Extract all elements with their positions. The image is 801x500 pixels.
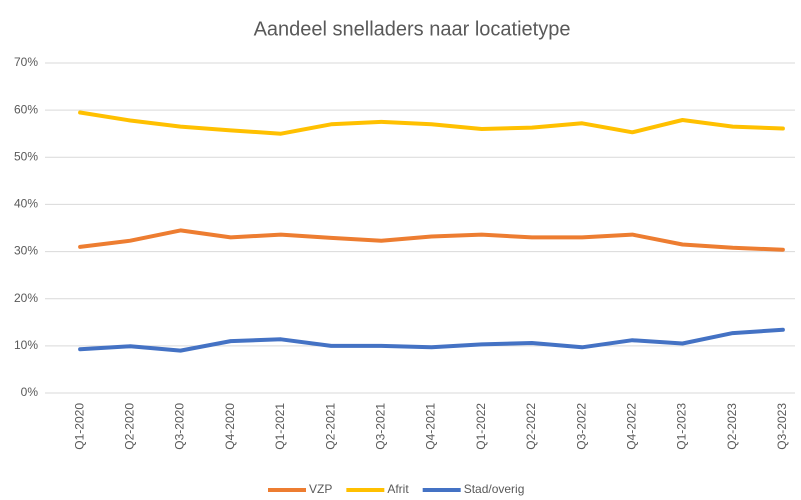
y-tick-label: 50% [14,149,38,163]
y-tick-label: 0% [21,385,39,399]
line-series [78,327,785,353]
x-tick-label: Q1-2022 [474,403,488,450]
x-tick-label: Q1-2023 [675,403,689,450]
y-tick-label: 60% [14,102,38,116]
legend-label: VZP [309,482,332,496]
x-tick-label: Q4-2020 [223,403,237,450]
line-series [78,110,785,136]
x-tick-label: Q4-2021 [424,403,438,450]
x-tick-label: Q2-2023 [725,403,739,450]
legend-label: Stad/overig [464,482,525,496]
y-tick-label: 40% [14,197,38,211]
x-tick-label: Q3-2022 [574,403,588,450]
y-tick-label: 70% [14,55,38,69]
chart-title: Aandeel snelladers naar locatietype [254,18,571,40]
x-tick-label: Q2-2020 [122,403,136,450]
legend-label: Afrit [387,482,409,496]
x-tick-label: Q4-2022 [624,403,638,450]
line-series [78,228,785,252]
x-tick-label: Q1-2021 [273,403,287,450]
x-tick-label: Q3-2020 [173,403,187,450]
y-tick-label: 30% [14,244,38,258]
x-tick-label: Q2-2022 [524,403,538,450]
x-tick-label: Q3-2023 [775,403,789,450]
y-tick-label: 10% [14,338,38,352]
x-tick-label: Q3-2021 [373,403,387,450]
y-tick-label: 20% [14,291,38,305]
x-tick-label: Q2-2021 [323,403,337,450]
x-tick-label: Q1-2020 [72,403,86,450]
